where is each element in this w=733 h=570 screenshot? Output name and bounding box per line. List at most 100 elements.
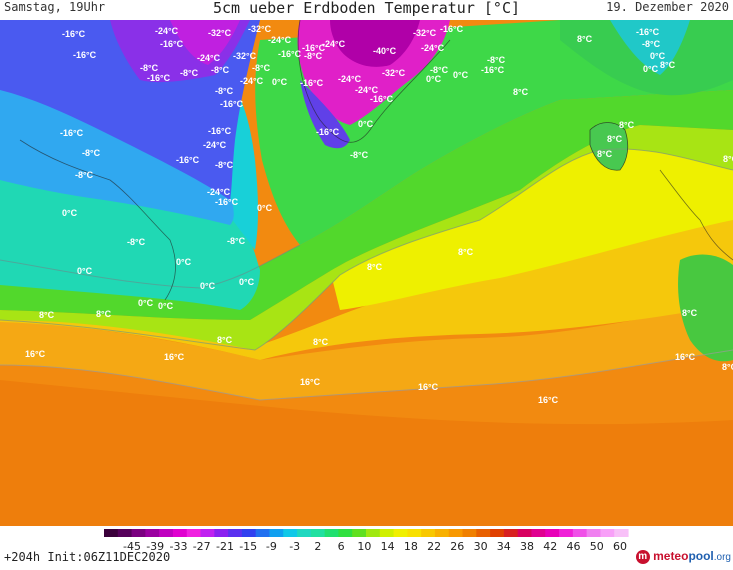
temperature-label: 8°C bbox=[597, 149, 613, 159]
color-legend: -45 -39 -33 -27 -21 -15 -9 -3 2 6 10 14 18 22 26 30 34 38… bbox=[104, 529, 629, 553]
temperature-label: -8°C bbox=[75, 170, 94, 180]
legend-tick-label: -9 bbox=[266, 540, 277, 553]
temperature-label: 8°C bbox=[660, 60, 676, 70]
temperature-label: -16°C bbox=[62, 29, 86, 39]
map-header: Samstag, 19Uhr 5cm ueber Erdboden Temper… bbox=[0, 0, 733, 20]
temperature-label: -40°C bbox=[373, 46, 397, 56]
legend-swatch bbox=[586, 529, 602, 537]
legend-tick-label: -3 bbox=[289, 540, 300, 553]
legend-tick-label: 34 bbox=[497, 540, 511, 553]
temperature-label: 8°C bbox=[313, 337, 329, 347]
legend-tick-label: -39 bbox=[146, 540, 164, 553]
legend-swatch bbox=[159, 529, 174, 537]
temperature-label: 8°C bbox=[367, 262, 383, 272]
legend-swatch bbox=[214, 529, 229, 537]
legend-swatch bbox=[228, 529, 243, 537]
temperature-label: -8°C bbox=[127, 237, 146, 247]
temperature-label: -8°C bbox=[227, 236, 246, 246]
temperature-label: -24°C bbox=[207, 187, 231, 197]
temperature-label: 0°C bbox=[272, 77, 288, 87]
temperature-label: -32°C bbox=[233, 51, 257, 61]
legend-swatch bbox=[421, 529, 436, 537]
temperature-label: -24°C bbox=[240, 76, 264, 86]
legend-swatch bbox=[172, 529, 188, 537]
legend-swatch bbox=[462, 529, 477, 537]
legend-swatch bbox=[393, 529, 408, 537]
temperature-label: -16°C bbox=[220, 99, 244, 109]
legend-swatch bbox=[241, 529, 257, 537]
legend-swatch bbox=[117, 529, 133, 537]
legend-tick-label: 26 bbox=[450, 540, 464, 553]
legend-tick-label: -45 bbox=[123, 540, 141, 553]
temperature-label: -32°C bbox=[413, 28, 437, 38]
legend-swatch bbox=[200, 529, 215, 537]
temperature-label: 0°C bbox=[426, 74, 442, 84]
temperature-label: -16°C bbox=[176, 155, 200, 165]
temperature-label: 8°C bbox=[682, 308, 698, 318]
legend-tick-label: 10 bbox=[357, 540, 371, 553]
legend-swatch bbox=[145, 529, 160, 537]
temperature-label: 0°C bbox=[176, 257, 192, 267]
legend-swatch bbox=[614, 529, 629, 537]
temperature-label: -8°C bbox=[215, 86, 234, 96]
temperature-label: -16°C bbox=[316, 127, 340, 137]
temperature-label: 0°C bbox=[200, 281, 216, 291]
temperature-label: -16°C bbox=[73, 50, 97, 60]
legend-swatch bbox=[283, 529, 298, 537]
temperature-label: -8°C bbox=[642, 39, 661, 49]
meteopool-logo[interactable]: m meteopool.org bbox=[635, 549, 731, 564]
temperature-label: -24°C bbox=[355, 85, 379, 95]
temperature-label: 0°C bbox=[358, 119, 374, 129]
temperature-label: 16°C bbox=[300, 377, 321, 387]
legend-swatch bbox=[600, 529, 615, 537]
legend-swatch bbox=[490, 529, 505, 537]
temperature-label: -32°C bbox=[208, 28, 232, 38]
temperature-label: -8°C bbox=[487, 55, 506, 65]
temperature-label: 8°C bbox=[39, 310, 55, 320]
map-footer: -45 -39 -33 -27 -21 -15 -9 -3 2 6 10 14 18 22 26 30 34 38… bbox=[0, 526, 733, 566]
temperature-label: -8°C bbox=[350, 150, 369, 160]
map-title: 5cm ueber Erdboden Temperatur [°C] bbox=[212, 0, 521, 17]
forecast-date-label: 19. Dezember 2020 bbox=[606, 0, 729, 14]
legend-swatch bbox=[476, 529, 491, 537]
temperature-label: 8°C bbox=[577, 34, 593, 44]
temperature-label: -16°C bbox=[208, 126, 232, 136]
init-run-label: +204h Init:06Z11DEC2020 bbox=[4, 550, 171, 564]
temperature-label: 8°C bbox=[607, 134, 623, 144]
legend-swatch bbox=[531, 529, 546, 537]
temperature-label: -8°C bbox=[304, 51, 323, 61]
temperature-label: 0°C bbox=[257, 203, 273, 213]
temperature-label: -16°C bbox=[440, 24, 464, 34]
temperature-label: 16°C bbox=[675, 352, 696, 362]
temperature-label: 0°C bbox=[453, 70, 469, 80]
temperature-label: -32°C bbox=[382, 68, 406, 78]
temperature-label: -16°C bbox=[302, 43, 326, 53]
temperature-label: 8°C bbox=[723, 154, 733, 164]
temperature-label: -16°C bbox=[481, 65, 505, 75]
legend-swatch bbox=[186, 529, 202, 537]
logo-org-text: .org bbox=[713, 552, 731, 564]
legend-swatch bbox=[338, 529, 353, 537]
legend-swatch bbox=[517, 529, 533, 537]
forecast-time-label: Samstag, 19Uhr bbox=[4, 0, 106, 14]
temperature-label: -16°C bbox=[370, 94, 394, 104]
temperature-label: -24°C bbox=[203, 140, 227, 150]
temperature-label: -24°C bbox=[268, 35, 292, 45]
temperature-label: 16°C bbox=[538, 395, 559, 405]
temperature-map: -16°C -24°C -32°C -32°C-16°C-16°C-16°C-16°C… bbox=[0, 20, 733, 526]
temperature-label: 8°C bbox=[722, 362, 733, 372]
legend-swatch bbox=[448, 529, 464, 537]
temperature-label: 0°C bbox=[643, 64, 659, 74]
temperature-label: 0°C bbox=[158, 301, 174, 311]
temperature-label: 8°C bbox=[217, 335, 233, 345]
legend-swatch bbox=[503, 529, 519, 537]
legend-swatch bbox=[434, 529, 450, 537]
legend-swatch bbox=[407, 529, 422, 537]
temperature-label: 8°C bbox=[96, 309, 112, 319]
temperature-label: 16°C bbox=[25, 349, 46, 359]
temperature-label: -32°C bbox=[248, 24, 272, 34]
temperature-labels: -16°C -24°C -32°C -32°C-16°C-16°C-16°C-16°C… bbox=[25, 24, 733, 405]
temperature-label: -8°C bbox=[252, 63, 271, 73]
temperature-label: 16°C bbox=[164, 352, 185, 362]
legend-swatch bbox=[269, 529, 284, 537]
